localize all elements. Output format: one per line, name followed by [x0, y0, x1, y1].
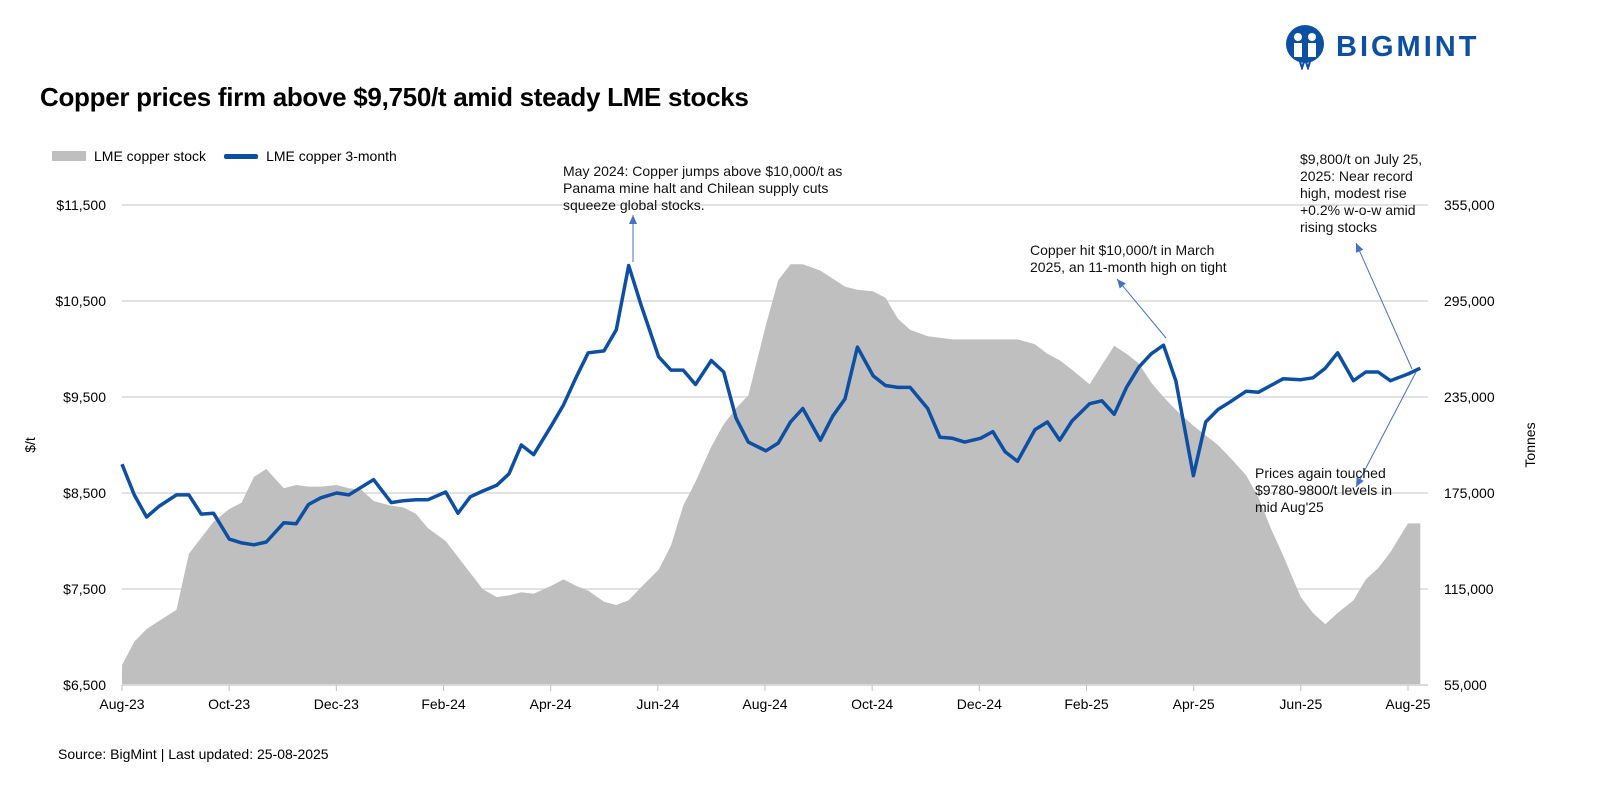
- annotation-line: squeeze global stocks.: [563, 197, 705, 213]
- x-tick-label: Dec-24: [957, 696, 1002, 712]
- arrow-may-2024: [629, 215, 637, 262]
- annotation-line: 2025: Near record: [1300, 168, 1413, 184]
- right-tick-label: 235,000: [1444, 389, 1495, 405]
- annotation-line: mid Aug'25: [1255, 499, 1324, 515]
- x-tick-label: Jun-25: [1279, 696, 1322, 712]
- logo-text: BIGMINT: [1336, 30, 1480, 63]
- x-tick-label: Aug-24: [742, 696, 787, 712]
- legend-swatch-price: [224, 153, 259, 159]
- annotation-line: Panama mine halt and Chilean supply cuts: [563, 180, 829, 196]
- annotation-line: May 2024: Copper jumps above $10,000/t a…: [563, 163, 843, 179]
- left-tick-label: $6,500: [63, 677, 106, 693]
- annotation-aug-2025: Prices again touched $9780-9800/t levels…: [1255, 465, 1392, 516]
- bigmint-logo: BIGMINT: [1284, 24, 1479, 70]
- annotation-line: Prices again touched: [1255, 465, 1386, 481]
- annotation-line: $9,800/t on July 25,: [1300, 151, 1423, 167]
- left-axis-label: $/t: [22, 437, 38, 453]
- left-tick-label: $10,500: [55, 293, 106, 309]
- x-tick-label: Dec-23: [314, 696, 359, 712]
- x-tick-label: Aug-25: [1385, 696, 1430, 712]
- arrow-july-2025: [1355, 242, 1413, 370]
- left-tick-label: $9,500: [63, 389, 106, 405]
- x-tick-label: Oct-23: [208, 696, 250, 712]
- right-tick-label: 115,000: [1444, 581, 1494, 597]
- arrow-march-2025: [1116, 278, 1167, 339]
- annotation-march-2025: Copper hit $10,000/t in March 2025, an 1…: [1030, 242, 1227, 276]
- legend-label-stock: LME copper stock: [94, 148, 207, 164]
- annotation-line: $9780-9800/t levels in: [1255, 482, 1392, 498]
- right-tick-label: 175,000: [1444, 485, 1495, 501]
- right-tick-label: 55,000: [1444, 677, 1487, 693]
- annotation-line: 2025, an 11-month high on tight: [1030, 259, 1227, 275]
- right-tick-label: 295,000: [1444, 293, 1495, 309]
- x-tick-label: Feb-24: [421, 696, 466, 712]
- bigmint-logo-icon: [1286, 25, 1324, 70]
- legend: LME copper stock LME copper 3-month: [52, 148, 397, 164]
- legend-label-price: LME copper 3-month: [266, 148, 397, 164]
- annotation-line: +0.2% w-o-w amid: [1300, 202, 1416, 218]
- x-tick-label: Jun-24: [636, 696, 679, 712]
- left-tick-label: $8,500: [63, 485, 106, 501]
- x-tick-label: Apr-25: [1173, 696, 1215, 712]
- price-line: [120, 263, 1422, 547]
- chart-title: Copper prices firm above $9,750/t amid s…: [40, 82, 749, 112]
- annotation-may-2024: May 2024: Copper jumps above $10,000/t a…: [563, 163, 842, 214]
- x-tick-label: Feb-25: [1064, 696, 1109, 712]
- arrow-aug-2025: [1355, 371, 1417, 488]
- annotation-july-2025: $9,800/t on July 25, 2025: Near record h…: [1300, 151, 1422, 236]
- x-tick-label: Apr-24: [530, 696, 572, 712]
- right-tick-label: 355,000: [1444, 197, 1495, 213]
- legend-swatch-stock: [52, 151, 86, 161]
- x-tick-label: Aug-23: [99, 696, 144, 712]
- left-tick-label: $11,500: [56, 197, 106, 213]
- annotation-line: rising stocks: [1300, 219, 1378, 235]
- annotation-line: high, modest rise: [1300, 185, 1407, 201]
- annotation-line: Copper hit $10,000/t in March: [1030, 242, 1215, 258]
- stock-area: [122, 264, 1421, 685]
- left-tick-label: $7,500: [63, 581, 106, 597]
- x-tick-label: Oct-24: [851, 696, 893, 712]
- right-axis-label: Tonnes: [1522, 422, 1538, 467]
- source-note: Source: BigMint | Last updated: 25-08-20…: [58, 746, 329, 762]
